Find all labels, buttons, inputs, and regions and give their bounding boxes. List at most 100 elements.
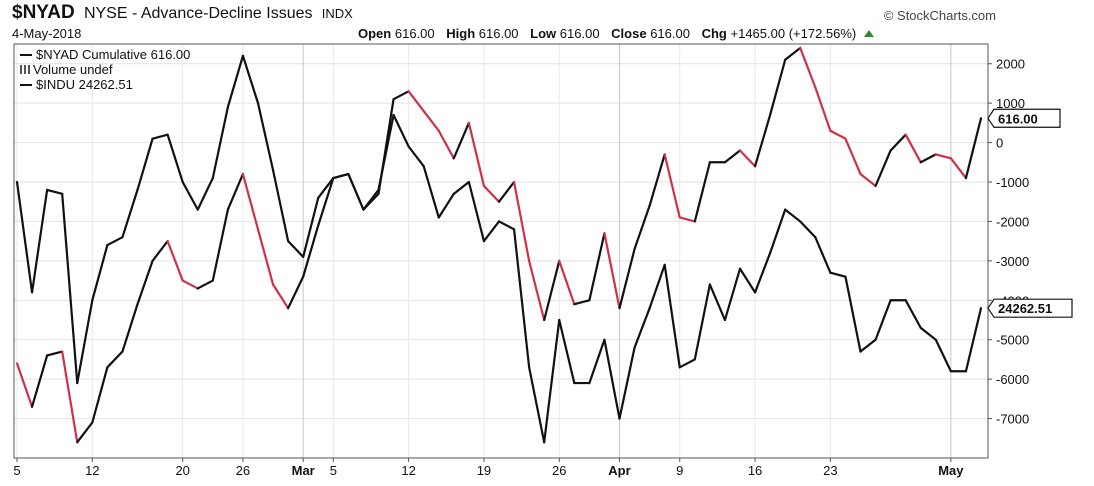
series-segment xyxy=(15,362,34,408)
series-segment xyxy=(844,275,862,353)
x-tick-label: 5 xyxy=(330,463,337,478)
high-value: 616.00 xyxy=(478,26,519,41)
legend-item-nyad[interactable]: $NYAD Cumulative 616.00 xyxy=(20,47,190,62)
series-segment xyxy=(407,90,425,113)
series-segment xyxy=(799,220,817,239)
y-tick-label: 2000 xyxy=(996,57,1025,72)
series-segment xyxy=(784,208,802,223)
series-segment xyxy=(76,421,94,444)
y-tick-label: -5000 xyxy=(996,333,1029,348)
series-segment xyxy=(196,279,214,290)
series-segment xyxy=(543,259,561,322)
series-segment xyxy=(151,133,169,140)
series-segment xyxy=(30,354,49,408)
legend-label-indu: $INDU 24262.51 xyxy=(36,77,133,92)
series-segment xyxy=(166,240,184,282)
line-swatch-icon xyxy=(20,83,32,86)
series-segment xyxy=(512,180,531,262)
last-value-box xyxy=(987,298,1073,318)
series-segment xyxy=(693,161,711,223)
ohlc-readout: Open 616.00 High 616.00 Low 616.00 Close… xyxy=(358,26,874,41)
series-segment xyxy=(467,180,486,243)
series-segment xyxy=(558,259,576,306)
series-segment xyxy=(723,149,742,164)
series-segment xyxy=(46,350,64,357)
series-segment xyxy=(949,157,968,180)
open-label: Open xyxy=(358,26,392,41)
last-value-tag-nyad: 616.00 xyxy=(987,108,1061,128)
series-segment xyxy=(829,129,847,140)
chart-header: $NYAD NYSE - Advance-Decline Issues INDX xyxy=(12,2,353,24)
y-tick-label: 0 xyxy=(996,136,1003,151)
series-segment xyxy=(708,283,727,322)
series-segment xyxy=(151,240,169,262)
series-segment xyxy=(693,283,711,361)
series-segment xyxy=(332,173,350,180)
legend: $NYAD Cumulative 616.00 Volume undef $IN… xyxy=(20,47,190,92)
chg-label: Chg xyxy=(701,26,727,41)
series-segment xyxy=(618,247,636,310)
credit-link[interactable]: © StockCharts.com xyxy=(883,8,996,23)
series-segment xyxy=(437,129,455,160)
x-tick-label: 23 xyxy=(823,463,837,478)
series-segment xyxy=(738,149,757,168)
series-segment xyxy=(482,220,501,243)
series-segment xyxy=(46,188,64,195)
legend-item-volume[interactable]: Volume undef xyxy=(20,62,190,77)
x-tick-label: 19 xyxy=(477,463,491,478)
series-segment xyxy=(422,165,440,219)
ticker-symbol[interactable]: $NYAD xyxy=(12,2,75,23)
series-segment xyxy=(226,54,245,109)
series-segment xyxy=(482,184,501,203)
series-segment xyxy=(633,307,651,349)
series-segment xyxy=(407,145,425,168)
series-segment xyxy=(934,338,952,373)
x-tick-label: 26 xyxy=(552,463,566,478)
x-tick-label: 12 xyxy=(401,463,415,478)
series-segment xyxy=(211,208,229,282)
series-segment xyxy=(211,105,229,180)
series-segment xyxy=(136,259,154,306)
x-tick-label: May xyxy=(938,463,964,478)
series-segment xyxy=(497,180,516,203)
x-tick-label: Apr xyxy=(608,463,630,478)
ticker-exchange: INDX xyxy=(321,6,353,21)
series-indu xyxy=(15,54,983,444)
series-segment xyxy=(648,263,666,310)
plot-frame xyxy=(13,43,989,459)
series-segment xyxy=(467,121,486,188)
line-swatch-icon xyxy=(20,53,32,56)
series-segment xyxy=(678,216,696,223)
y-tick-label: -1000 xyxy=(996,175,1029,190)
x-tick-label: 5 xyxy=(13,463,20,478)
legend-label-volume: Volume undef xyxy=(33,62,113,77)
series-segment xyxy=(528,259,546,322)
ticker-description: NYSE - Advance-Decline Issues xyxy=(83,5,313,22)
series-segment xyxy=(271,283,290,310)
series-segment xyxy=(663,263,681,369)
y-tick-label: -7000 xyxy=(996,412,1029,427)
series-segment xyxy=(919,153,937,164)
x-tick-label: 9 xyxy=(676,463,683,478)
series-nyad xyxy=(15,46,983,444)
series-segment xyxy=(196,176,214,211)
series-segment xyxy=(452,121,470,160)
series-segment xyxy=(753,113,772,168)
series-segment xyxy=(166,133,184,184)
last-value-box xyxy=(987,108,1061,128)
series-segment xyxy=(543,318,561,444)
series-segment xyxy=(302,224,320,278)
series-segment xyxy=(15,180,34,294)
volume-bars-icon xyxy=(20,65,30,74)
series-segment xyxy=(814,86,832,132)
series-segment xyxy=(241,173,260,231)
x-tick-label: 20 xyxy=(175,463,189,478)
x-tick-label: 16 xyxy=(748,463,762,478)
series-segment xyxy=(287,240,305,259)
last-value-tag-indu: 24262.51 xyxy=(987,298,1073,318)
up-arrow-icon xyxy=(863,30,874,37)
series-segment xyxy=(226,173,245,211)
legend-item-indu[interactable]: $INDU 24262.51 xyxy=(20,77,190,92)
series-segment xyxy=(723,267,742,322)
last-value-label: 24262.51 xyxy=(998,301,1052,316)
